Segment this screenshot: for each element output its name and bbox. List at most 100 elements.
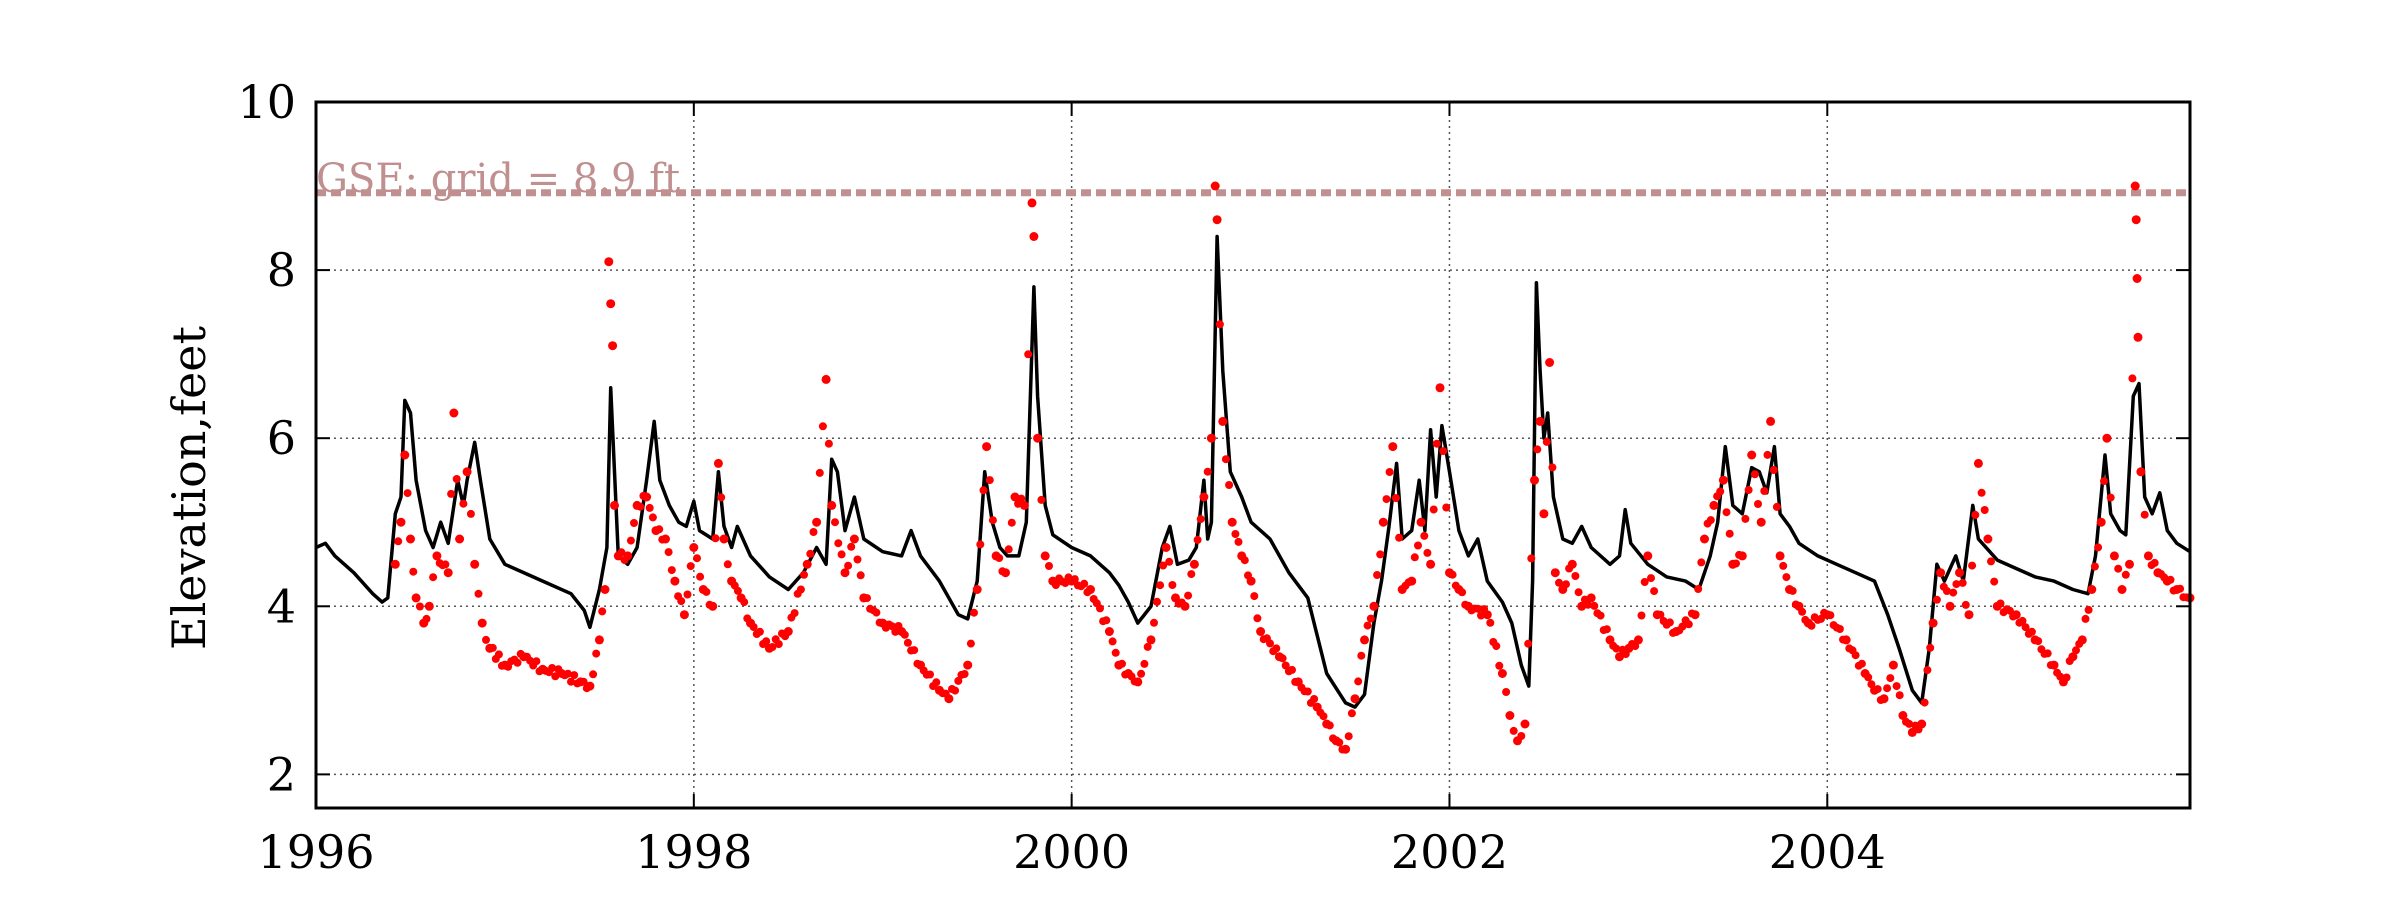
data-point: [1395, 533, 1404, 542]
data-point: [2034, 637, 2043, 646]
y-tick-label: 6: [267, 411, 296, 465]
data-point: [1146, 635, 1156, 645]
data-point: [1520, 719, 1530, 729]
data-point: [610, 500, 619, 510]
data-point: [1879, 694, 1889, 704]
data-point: [1907, 727, 1917, 737]
data-point: [1864, 673, 1873, 682]
data-point: [2072, 646, 2080, 655]
data-point: [1535, 416, 1545, 426]
data-point: [2132, 274, 2142, 283]
data-point: [696, 572, 705, 581]
data-point: [2136, 467, 2146, 477]
data-point: [1883, 684, 1892, 693]
data-point: [1690, 610, 1700, 620]
data-point: [670, 576, 680, 586]
data-point: [972, 585, 982, 594]
data-point: [1841, 635, 1851, 645]
data-point: [592, 649, 601, 658]
data-point: [1051, 581, 1060, 590]
data-point: [1369, 601, 1379, 611]
data-point: [1150, 618, 1158, 627]
data-point: [932, 678, 941, 687]
data-point: [1495, 661, 1504, 670]
data-point: [1010, 492, 1020, 502]
data-point: [432, 551, 442, 561]
data-point: [396, 517, 406, 527]
data-point: [1945, 601, 1955, 611]
axis-ticks: [315, 101, 2190, 808]
data-point: [1137, 669, 1146, 678]
data-point: [1756, 517, 1766, 527]
data-point: [1080, 579, 1089, 588]
data-point: [1650, 587, 1659, 596]
data-point: [686, 562, 695, 571]
data-point: [985, 476, 994, 485]
data-point: [1189, 559, 1199, 569]
data-point: [2084, 605, 2093, 614]
data-point: [677, 597, 686, 606]
data-point: [1888, 660, 1898, 670]
data-point: [1788, 586, 1797, 595]
data-point: [818, 422, 827, 431]
data-point: [768, 643, 777, 651]
data-point: [1798, 607, 1807, 616]
y-tick-label: 8: [267, 243, 296, 297]
data-point: [1199, 492, 1209, 502]
data-point: [443, 568, 453, 578]
data-point: [963, 660, 973, 670]
data-point: [812, 517, 822, 527]
data-point: [1996, 599, 2005, 608]
data-point: [988, 516, 997, 525]
data-point: [2096, 517, 2106, 527]
data-point: [900, 630, 909, 639]
data-point: [1227, 517, 1237, 527]
data-point: [1221, 455, 1230, 464]
data-point: [1744, 486, 1753, 494]
data-point: [2106, 493, 2115, 502]
data-point: [466, 509, 475, 518]
data-point: [856, 571, 865, 580]
data-point: [1633, 635, 1643, 645]
data-point: [394, 537, 403, 546]
data-point: [411, 593, 421, 603]
data-point: [452, 475, 461, 483]
data-point: [1732, 559, 1740, 568]
data-point: [604, 257, 614, 267]
data-point: [2133, 332, 2143, 342]
data-point: [1024, 350, 1033, 359]
data-point: [1350, 694, 1360, 704]
data-point: [1111, 648, 1120, 657]
data-point: [1426, 559, 1436, 569]
data-point: [1354, 677, 1363, 686]
data-point: [1344, 732, 1353, 741]
observed-series: [390, 181, 2195, 754]
data-point: [1029, 232, 1039, 241]
data-point: [1442, 503, 1451, 512]
data-point: [827, 500, 837, 510]
data-point: [1218, 416, 1228, 426]
data-point: [1225, 481, 1234, 489]
data-point: [1545, 358, 1555, 367]
data-point: [847, 542, 856, 551]
data-point: [1574, 588, 1583, 597]
data-point: [1716, 487, 1725, 496]
data-point: [800, 570, 808, 579]
x-tick-label: 1996: [257, 825, 374, 879]
data-point: [1187, 570, 1196, 579]
data-point: [494, 650, 503, 659]
data-point: [837, 550, 846, 559]
x-tick-label: 1998: [635, 825, 752, 879]
y-tick-label: 10: [237, 75, 296, 129]
data-point: [1895, 691, 1904, 700]
data-point: [693, 554, 701, 563]
data-point: [1366, 614, 1375, 623]
data-point: [1562, 580, 1570, 589]
data-point: [1104, 627, 1114, 636]
data-point: [1193, 535, 1202, 544]
data-point: [1807, 621, 1816, 630]
data-point: [708, 601, 718, 611]
data-point: [2021, 623, 2030, 632]
data-point: [1817, 614, 1825, 623]
data-point: [2143, 551, 2153, 561]
